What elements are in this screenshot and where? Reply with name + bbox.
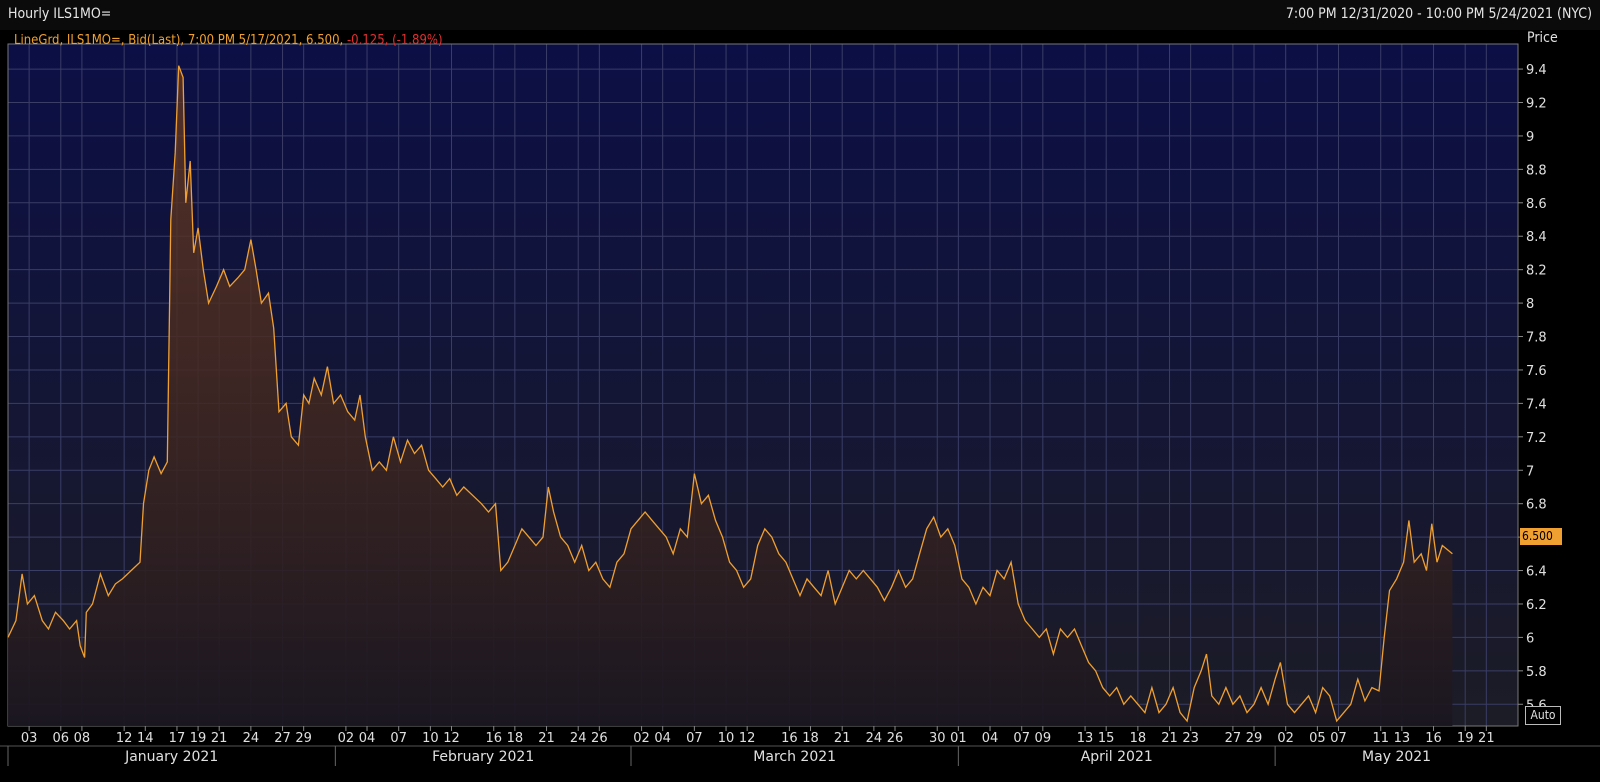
x-tick-label: 15: [1098, 731, 1115, 746]
y-tick-label: 7: [1526, 464, 1534, 479]
y-tick-label: 8: [1526, 297, 1534, 312]
y-tick-label: 6: [1526, 631, 1534, 646]
x-tick-label: 21: [1478, 731, 1495, 746]
y-tick-label: 9.4: [1526, 63, 1547, 78]
chart-title: Hourly ILS1MO=: [8, 6, 112, 22]
month-label: January 2021: [124, 749, 218, 765]
x-tick-label: 07: [686, 731, 703, 746]
x-tick-label: 12: [443, 731, 460, 746]
x-tick-label: 21: [211, 731, 228, 746]
x-tick-label: 18: [1130, 731, 1147, 746]
x-tick-label: 21: [834, 731, 851, 746]
x-tick-label: 26: [591, 731, 608, 746]
x-tick-label: 10: [718, 731, 735, 746]
month-label: April 2021: [1081, 749, 1153, 765]
x-tick-label: 13: [1394, 731, 1411, 746]
x-tick-label: 21: [538, 731, 555, 746]
y-axis-title: Price: [1527, 30, 1558, 46]
title-bar: Hourly ILS1MO= 7:00 PM 12/31/2020 - 10:0…: [0, 0, 1600, 31]
x-tick-label: 26: [887, 731, 904, 746]
y-tick-label: 6.8: [1526, 498, 1547, 513]
month-label: March 2021: [753, 749, 836, 765]
x-tick-label: 07: [1013, 731, 1030, 746]
y-axis: 5.65.866.26.46.66.877.27.47.67.888.28.48…: [1518, 63, 1547, 713]
y-tick-label: 5.8: [1526, 665, 1547, 680]
x-tick-label: 04: [359, 731, 376, 746]
x-tick-label: 16: [1425, 731, 1442, 746]
x-tick-label: 07: [390, 731, 407, 746]
x-tick-label: 02: [633, 731, 650, 746]
x-tick-label: 09: [1035, 731, 1052, 746]
x-tick-label: 02: [338, 731, 355, 746]
y-tick-label: 8.8: [1526, 163, 1547, 178]
x-tick-label: 07: [1330, 731, 1347, 746]
x-tick-label: 08: [74, 731, 91, 746]
y-tick-label: 8.2: [1526, 264, 1547, 279]
legend-change: -0.125, (-1.89%): [346, 33, 443, 48]
x-tick-label: 19: [190, 731, 207, 746]
x-tick-label: 03: [21, 731, 38, 746]
x-tick-label: 27: [1225, 731, 1242, 746]
y-tick-label: 8.6: [1526, 197, 1547, 212]
legend-main: LineGrd, ILS1MO=, Bid(Last), 7:00 PM 5/1…: [14, 33, 344, 48]
x-tick-label: 11: [1372, 731, 1389, 746]
x-tick-label: 27: [274, 731, 291, 746]
y-tick-label: 7.8: [1526, 331, 1547, 346]
x-tick-label: 29: [295, 731, 312, 746]
chart-frame[interactable]: 5.65.866.26.46.66.877.27.47.67.888.28.48…: [0, 30, 1600, 782]
x-tick-label: 24: [570, 731, 587, 746]
price-chart[interactable]: 5.65.866.26.46.66.877.27.47.67.888.28.48…: [0, 30, 1600, 782]
x-tick-label: 06: [53, 731, 70, 746]
x-tick-label: 24: [866, 731, 883, 746]
x-tick-label: 05: [1309, 731, 1326, 746]
x-tick-label: 12: [116, 731, 133, 746]
month-axis: January 2021 February 2021 March 2021 April…: [7, 746, 1431, 766]
y-tick-label: 9: [1526, 130, 1534, 145]
month-label: May 2021: [1362, 749, 1431, 765]
x-tick-label: 18: [507, 731, 524, 746]
x-tick-label: 13: [1077, 731, 1094, 746]
x-tick-label: 24: [243, 731, 260, 746]
y-tick-label: 7.2: [1526, 431, 1547, 446]
x-tick-label: 23: [1182, 731, 1199, 746]
x-tick-label: 30: [929, 731, 946, 746]
x-tick-label: 19: [1457, 731, 1474, 746]
x-tick-label: 02: [1277, 731, 1294, 746]
last-value-tag: 6.500: [1520, 528, 1562, 545]
x-tick-label: 10: [422, 731, 439, 746]
x-tick-label: 16: [781, 731, 798, 746]
y-tick-label: 8.4: [1526, 230, 1547, 245]
x-tick-label: 16: [485, 731, 502, 746]
price-area: [8, 65, 1453, 726]
x-tick-label: 18: [802, 731, 819, 746]
price-line: [7, 65, 1453, 723]
y-tick-label: 6.4: [1526, 565, 1547, 580]
x-tick-label: 04: [654, 731, 671, 746]
x-tick-label: 17: [169, 731, 186, 746]
x-tick-label: 12: [739, 731, 756, 746]
x-tick-label: 04: [982, 731, 999, 746]
auto-scale-button[interactable]: Auto: [1525, 706, 1561, 725]
y-tick-label: 9.2: [1526, 97, 1547, 112]
y-tick-label: 6.2: [1526, 598, 1547, 613]
x-tick-label: 29: [1246, 731, 1263, 746]
x-tick-label: 01: [950, 731, 967, 746]
month-label: February 2021: [432, 749, 534, 765]
x-axis: 03 06 08 12 14 17 19 21 24 27 29 02 04 07 10 12 16 18 21 24…: [0, 726, 1600, 747]
date-range: 7:00 PM 12/31/2020 - 10:00 PM 5/24/2021 …: [1285, 6, 1592, 22]
y-tick-label: 7.6: [1526, 364, 1547, 379]
x-tick-label: 14: [137, 731, 154, 746]
x-tick-label: 21: [1161, 731, 1178, 746]
y-tick-label: 7.4: [1526, 397, 1547, 412]
legend: LineGrd, ILS1MO=, Bid(Last), 7:00 PM 5/1…: [14, 33, 443, 48]
